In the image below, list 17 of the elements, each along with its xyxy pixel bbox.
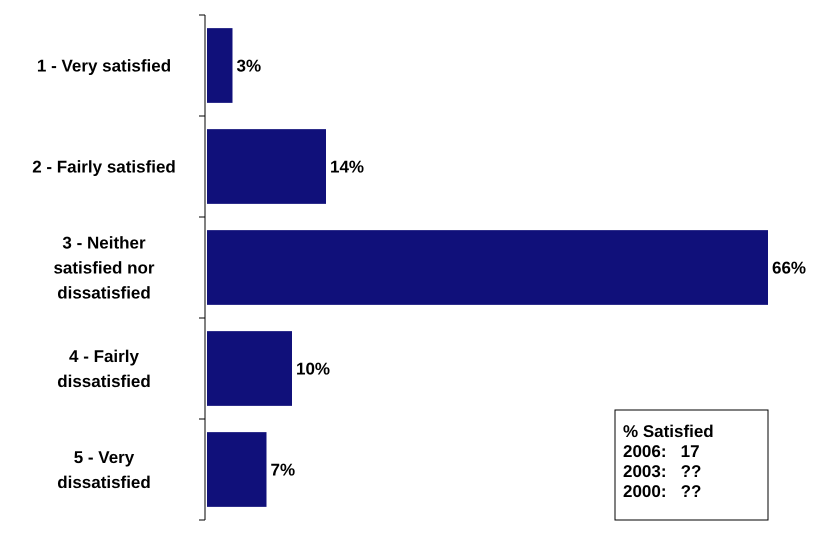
data-label: 10% (296, 360, 330, 378)
bar (207, 28, 232, 103)
bar (207, 331, 292, 406)
y-tick-label: 2 - Fairly satisfied (32, 158, 176, 176)
data-label: 7% (270, 460, 296, 480)
bar (207, 129, 326, 204)
y-tick-label: 5 - Very dissatisfied (57, 448, 151, 492)
data-label: 66% (772, 258, 806, 278)
bar (207, 230, 768, 305)
annotation: % Satisfied 2006: 17 2003: ?? 2000: ?? (623, 422, 714, 501)
y-tick-label: 3 - Neither satisfied nor dissatisfied (53, 234, 155, 302)
y-tick-label: 4 - Fairly dissatisfied (57, 347, 151, 391)
y-tick-label: 1 - Very satisfied (36, 56, 172, 76)
bar (207, 432, 266, 507)
text-box: % Satisfied 2006: 17 2003: ?? 2000: ?? (614, 410, 768, 520)
data-label: 14% (330, 158, 364, 176)
data-label: 3% (236, 56, 262, 76)
